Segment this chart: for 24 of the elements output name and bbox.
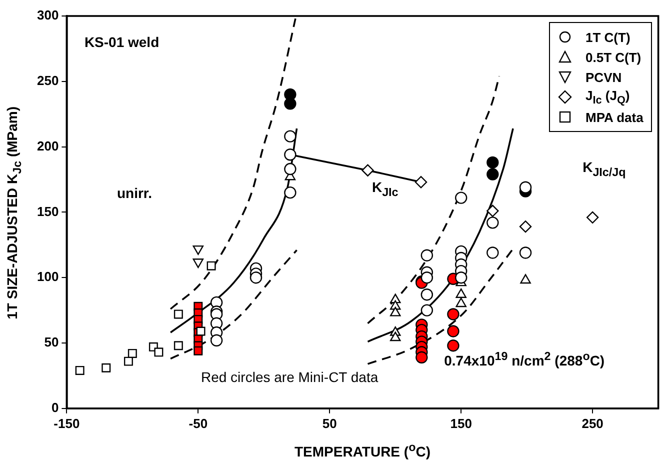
legend-label: 0.5T C(T) (586, 50, 642, 64)
legend-label: 1T C(T) (586, 30, 630, 44)
y-tick-label: 250 (36, 72, 59, 88)
annotation: 0.74x10$^{19}$ n/cm$^{2}$ (288$^{o}$C) (444, 350, 605, 368)
legend-label: J$_{Ic}$ (J$_{Q}$) (586, 88, 630, 106)
annotation: unirr. (116, 184, 152, 201)
y-tick-label: 100 (36, 269, 59, 284)
y-tick-label: 150 (36, 204, 59, 219)
y-tick-label: 200 (36, 138, 59, 154)
x-tick-label: -150 (54, 416, 80, 431)
legend-label: PCVN (586, 70, 622, 84)
annotation: K$_{JIc}$ (372, 178, 398, 199)
annotation: K$_{JIc/Jq}$ (582, 159, 626, 180)
x-axis-title: TEMPERATURE ($^{o}$C) (294, 441, 432, 460)
x-tick-label: 250 (582, 416, 604, 431)
annotation: KS-01 weld (84, 34, 160, 50)
y-tick-label: 50 (44, 334, 59, 350)
y-tick-label: 300 (36, 8, 59, 23)
x-tick-label: -50 (188, 416, 208, 431)
annotation: Red circles are Mini-CT data (200, 369, 378, 386)
y-tick-label: 0 (51, 400, 59, 415)
legend-label: MPA data (586, 110, 644, 124)
x-tick-label: 150 (450, 416, 472, 431)
x-tick-label: 50 (322, 416, 337, 431)
